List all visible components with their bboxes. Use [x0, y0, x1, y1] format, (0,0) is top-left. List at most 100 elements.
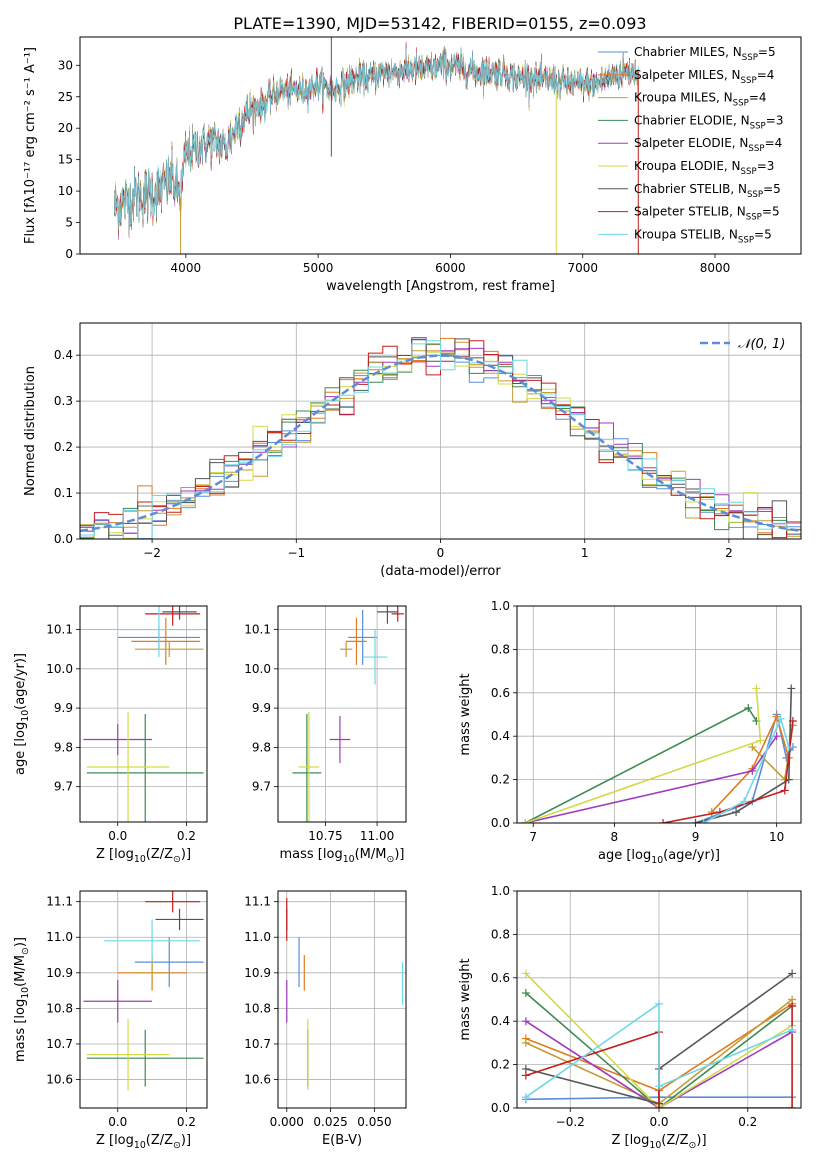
weight-series-9 [525, 1002, 793, 1098]
weight-marker [699, 819, 708, 823]
legend-entry: 𝒩(0, 1) [738, 337, 785, 352]
y-tick-label: 10.9 [46, 966, 73, 980]
y-tick-label: 25 [58, 90, 73, 104]
y-tick-label: 0.6 [491, 686, 510, 700]
weight-marker [776, 714, 785, 723]
weight-marker [691, 819, 700, 823]
axes-mass-weight-vs-metallicity: −0.2 0.0 0.2 0.0 0.2 0.4 0.6 0.8 1.0 Z [log10(Z/Z… [458, 884, 802, 1151]
weight-marker [655, 1082, 663, 1091]
y-tick-label: 9.9 [54, 701, 73, 715]
x-tick-label: 10.75 [308, 829, 342, 843]
weight-marker [756, 736, 765, 745]
y-tick-label: 10.8 [46, 1001, 73, 1015]
weight-marker [707, 808, 716, 817]
weight-marker [788, 1002, 797, 1011]
y-axis-label: Normed distribution [23, 366, 38, 496]
weight-marker [788, 1104, 797, 1108]
y-tick-label: 10.7 [244, 1037, 271, 1051]
axes-residual-histogram: −2 −1 0 1 2 0.0 0.1 0.2 0.3 0.4 (data-model)/error… [23, 322, 802, 579]
y-tick-label: 11.0 [46, 930, 73, 944]
x-tick-label: 10 [769, 830, 784, 844]
spectrum-series-9 [114, 46, 639, 237]
y-tick-label: 0.0 [54, 532, 73, 546]
axes-frame [79, 36, 802, 255]
y-tick-label: 9.7 [54, 780, 73, 794]
weight-marker [655, 999, 663, 1008]
y-tick-label: 0.0 [491, 1101, 510, 1115]
x-tick-label: 5000 [303, 261, 334, 275]
x-axis-label: E(B-V) [322, 1133, 362, 1148]
x-tick-label: 4000 [171, 261, 202, 275]
weight-marker [752, 684, 761, 693]
weight-marker [521, 969, 530, 978]
y-tick-label: 5 [65, 216, 73, 230]
y-tick-label: 0 [65, 247, 73, 261]
weight-marker [521, 1071, 530, 1080]
weight-marker [772, 712, 781, 721]
x-tick-label: −0.2 [556, 1115, 585, 1129]
y-tick-label: 10.6 [244, 1073, 271, 1087]
y-axis-label: mass weight [458, 958, 473, 1040]
y-tick-label: 10 [58, 184, 73, 198]
y-axis-label: age [log10(age/yr)] [13, 653, 31, 775]
axes-mass-weight-vs-age: 7 8 9 10 0.0 0.2 0.4 0.6 0.8 1.0 age [log10(age/yr… [458, 599, 802, 866]
legend-entry: Chabrier ELODIE, NSSP=3 [634, 113, 783, 131]
normal-reference-curve [80, 354, 801, 533]
y-tick-label: 11.1 [244, 895, 271, 909]
weight-marker [744, 703, 753, 712]
x-tick-label: 8 [611, 830, 619, 844]
y-tick-label: 9.8 [54, 740, 73, 754]
x-axis-label: (data-model)/error [380, 564, 501, 579]
plot-area-spectrum [114, 37, 639, 254]
axes-age-vs-metallicity: 0.0 0.2 9.7 9.8 9.9 10.0 10.1 Z [log10(Z/Z⊙)] ag… [13, 605, 208, 865]
y-tick-label: 9.8 [252, 740, 271, 754]
weight-marker [521, 1093, 530, 1102]
y-tick-label: 10.8 [244, 1001, 271, 1015]
x-tick-label: 0.2 [177, 829, 196, 843]
x-tick-label: 0.025 [313, 1115, 347, 1129]
weight-marker [748, 766, 757, 775]
histogram-series-9 [80, 340, 801, 539]
y-tick-label: 0.4 [491, 1014, 510, 1028]
x-axis-label: wavelength [Angstrom, rest frame] [326, 279, 555, 294]
x-tick-label: 0.0 [649, 1115, 668, 1129]
weight-series-6 [525, 972, 793, 1108]
axes-frame [277, 890, 407, 1109]
axes-frame [79, 890, 208, 1109]
weight-marker [788, 1025, 797, 1034]
spectrum-legend: Chabrier MILES, NSSP=5 Salpeter MILES, NS… [598, 45, 783, 245]
y-tick-label: 0.8 [491, 927, 510, 941]
weight-marker [780, 786, 789, 795]
y-tick-label: 10.1 [244, 623, 271, 637]
axes-frame [79, 605, 208, 823]
x-axis-label: Z [log10(Z/Z⊙)] [96, 847, 191, 865]
y-tick-label: 0.8 [491, 642, 510, 656]
x-tick-label: 0.050 [357, 1115, 391, 1129]
x-tick-label: 0.2 [177, 1115, 196, 1129]
weight-marker [788, 717, 797, 726]
x-axis-label: Z [log10(Z/Z⊙)] [611, 1133, 706, 1151]
y-axis-label: mass [log10(M/M⊙)] [13, 937, 31, 1062]
y-tick-label: 0.0 [491, 816, 510, 830]
y-tick-label: 10.9 [244, 966, 271, 980]
x-tick-label: 0.000 [270, 1115, 304, 1129]
axes-spectrum: 4000 5000 6000 7000 8000 0 5 10 15 20 25 30 waveleng… [23, 36, 802, 294]
x-tick-label: −2 [143, 546, 161, 560]
weight-marker [521, 988, 530, 997]
plot-area-age-vs-metallicity [83, 606, 204, 822]
y-tick-label: 0.2 [491, 773, 510, 787]
y-tick-label: 0.2 [54, 440, 73, 454]
y-tick-label: 9.9 [252, 701, 271, 715]
x-tick-label: 11.00 [360, 829, 394, 843]
y-tick-label: 0.3 [54, 394, 73, 408]
weight-marker [521, 819, 530, 823]
legend-entry: Salpeter ELODIE, NSSP=4 [634, 136, 782, 154]
y-axis-label: Flux [fλ10⁻¹⁷ erg cm⁻² s⁻¹ A⁻¹] [23, 47, 38, 244]
y-tick-label: 10.1 [46, 623, 73, 637]
y-tick-label: 0.4 [491, 729, 510, 743]
y-tick-label: 30 [58, 58, 73, 72]
weight-marker [659, 819, 668, 823]
legend-entry: Chabrier STELIB, NSSP=5 [634, 182, 781, 200]
weight-series-7 [695, 688, 793, 823]
